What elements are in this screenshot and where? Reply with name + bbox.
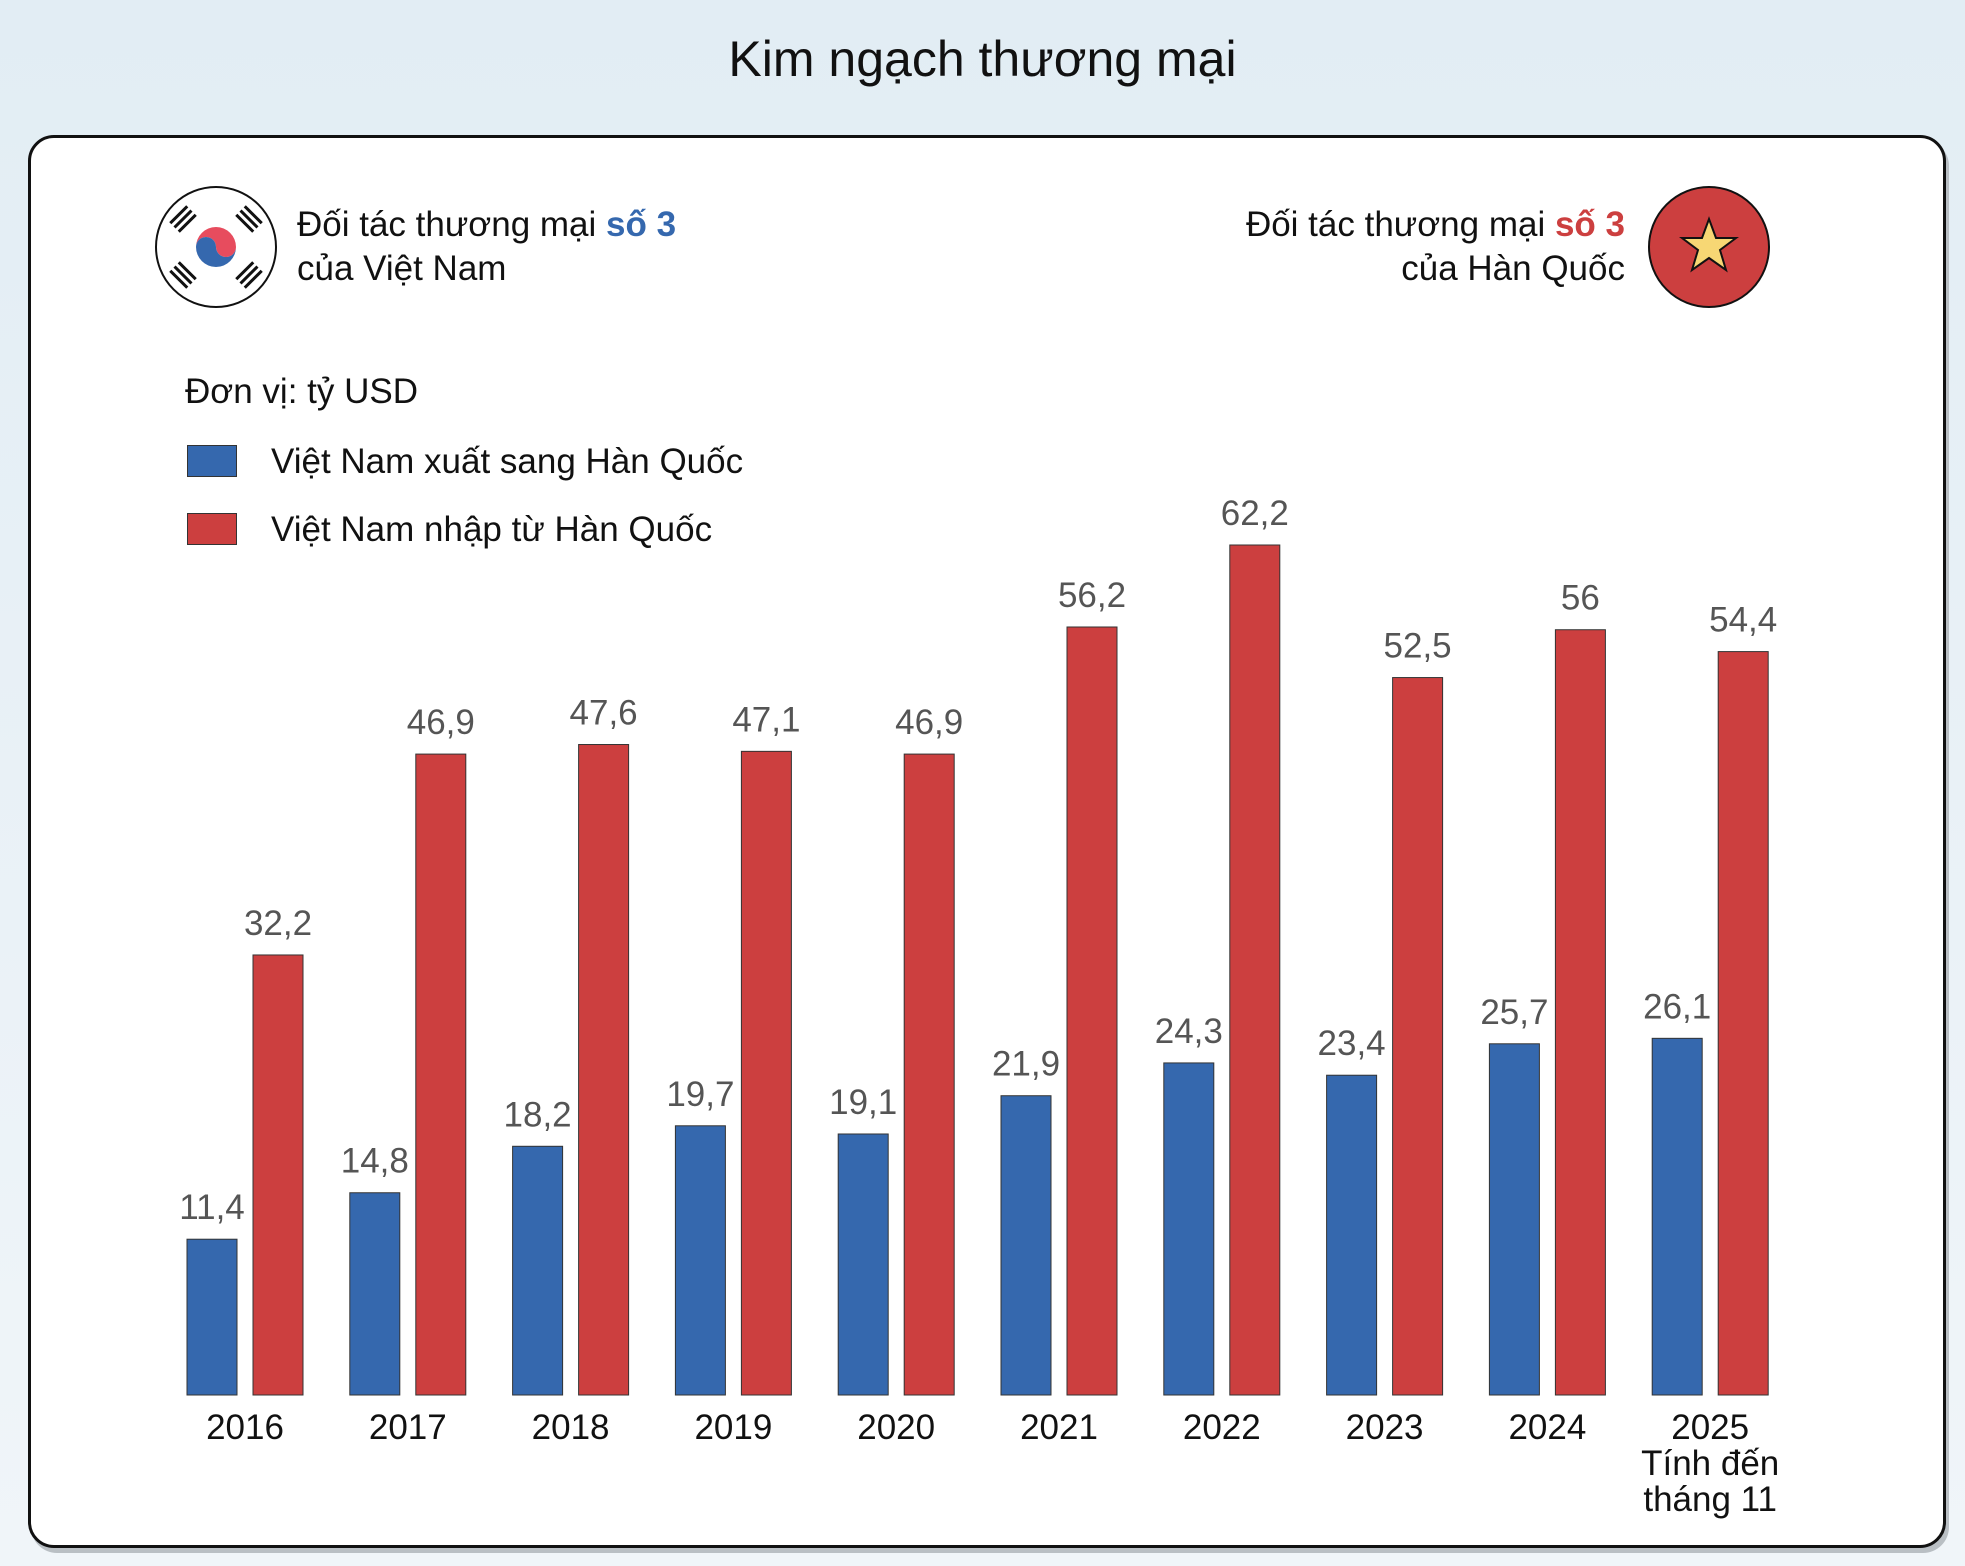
bar-export xyxy=(1163,1062,1215,1396)
data-label: 26,1 xyxy=(1643,987,1711,1026)
data-label: 24,3 xyxy=(1155,1012,1223,1051)
data-label: 19,7 xyxy=(666,1075,734,1114)
page-title: Kim ngạch thương mại xyxy=(728,31,1237,87)
partner-left-rank: số 3 xyxy=(606,205,677,244)
bar-import xyxy=(1229,544,1281,1396)
bar-export xyxy=(512,1145,564,1396)
legend-swatch-export xyxy=(187,445,237,477)
partner-right-text: Đối tác thương mại số 3 của Hàn Quốc xyxy=(1246,203,1625,291)
data-label: 14,8 xyxy=(341,1142,409,1181)
data-label: 54,4 xyxy=(1709,601,1777,640)
chart-card xyxy=(28,135,1946,1548)
bar-import xyxy=(415,753,467,1396)
vietnam-flag-icon xyxy=(1648,186,1770,308)
x-tick-label: 2023 xyxy=(1346,1408,1424,1447)
legend-swatch-import xyxy=(187,513,237,545)
bar-import xyxy=(1066,626,1118,1396)
bar-export xyxy=(1326,1074,1378,1396)
x-tick-label: 2021 xyxy=(1020,1408,1098,1447)
partner-right-line2: của Hàn Quốc xyxy=(1401,249,1625,288)
x-tick-label: 2017 xyxy=(369,1408,447,1447)
partner-left-text: Đối tác thương mại số 3 của Việt Nam xyxy=(297,203,676,291)
bar-import xyxy=(903,753,955,1396)
x-tick-note: Tính đến xyxy=(1641,1444,1779,1483)
partner-right-line1: Đối tác thương mại xyxy=(1245,205,1555,244)
partner-left-line1: Đối tác thương mại xyxy=(297,205,607,244)
x-tick-label: 2019 xyxy=(694,1408,772,1447)
data-label: 62,2 xyxy=(1221,494,1289,533)
bar-import xyxy=(740,750,792,1396)
data-label: 46,9 xyxy=(895,703,963,742)
data-label: 25,7 xyxy=(1480,993,1548,1032)
x-tick-label: 2022 xyxy=(1183,1408,1261,1447)
data-label: 52,5 xyxy=(1384,627,1452,666)
data-label: 18,2 xyxy=(504,1095,572,1134)
south-korea-flag-icon xyxy=(155,186,277,308)
partner-right-rank: số 3 xyxy=(1554,205,1625,244)
data-label: 21,9 xyxy=(992,1045,1060,1084)
x-tick-label: 2025 xyxy=(1671,1408,1749,1447)
bar-export xyxy=(349,1192,401,1396)
x-tick-label: 2020 xyxy=(857,1408,935,1447)
data-label: 11,4 xyxy=(179,1188,245,1227)
data-label: 47,6 xyxy=(570,694,638,733)
bar-import xyxy=(1554,629,1606,1396)
legend-label-import: Việt Nam nhập từ Hàn Quốc xyxy=(271,510,713,549)
bar-import xyxy=(1717,651,1769,1396)
bar-import xyxy=(578,744,630,1396)
data-label: 23,4 xyxy=(1318,1024,1386,1063)
bar-export xyxy=(1651,1037,1703,1396)
data-label: 56 xyxy=(1561,579,1600,618)
data-label: 56,2 xyxy=(1058,576,1126,615)
bar-import xyxy=(1392,677,1444,1396)
data-label: 46,9 xyxy=(407,703,475,742)
unit-label: Đơn vị: tỷ USD xyxy=(185,372,418,411)
bar-export xyxy=(1000,1095,1052,1396)
bar-export xyxy=(186,1238,238,1396)
data-label: 47,1 xyxy=(732,700,800,739)
data-label: 32,2 xyxy=(244,904,312,943)
bar-export xyxy=(1488,1043,1540,1396)
bar-export xyxy=(674,1125,726,1396)
partner-left-line2: của Việt Nam xyxy=(297,249,507,288)
x-tick-label: 2018 xyxy=(532,1408,610,1447)
bar-export xyxy=(837,1133,889,1396)
bar-import xyxy=(252,954,304,1396)
x-tick-label: 2024 xyxy=(1508,1408,1586,1447)
data-label: 19,1 xyxy=(829,1083,897,1122)
x-tick-label: 2016 xyxy=(206,1408,284,1447)
legend-label-export: Việt Nam xuất sang Hàn Quốc xyxy=(271,442,744,481)
x-tick-note: tháng 11 xyxy=(1643,1480,1777,1519)
